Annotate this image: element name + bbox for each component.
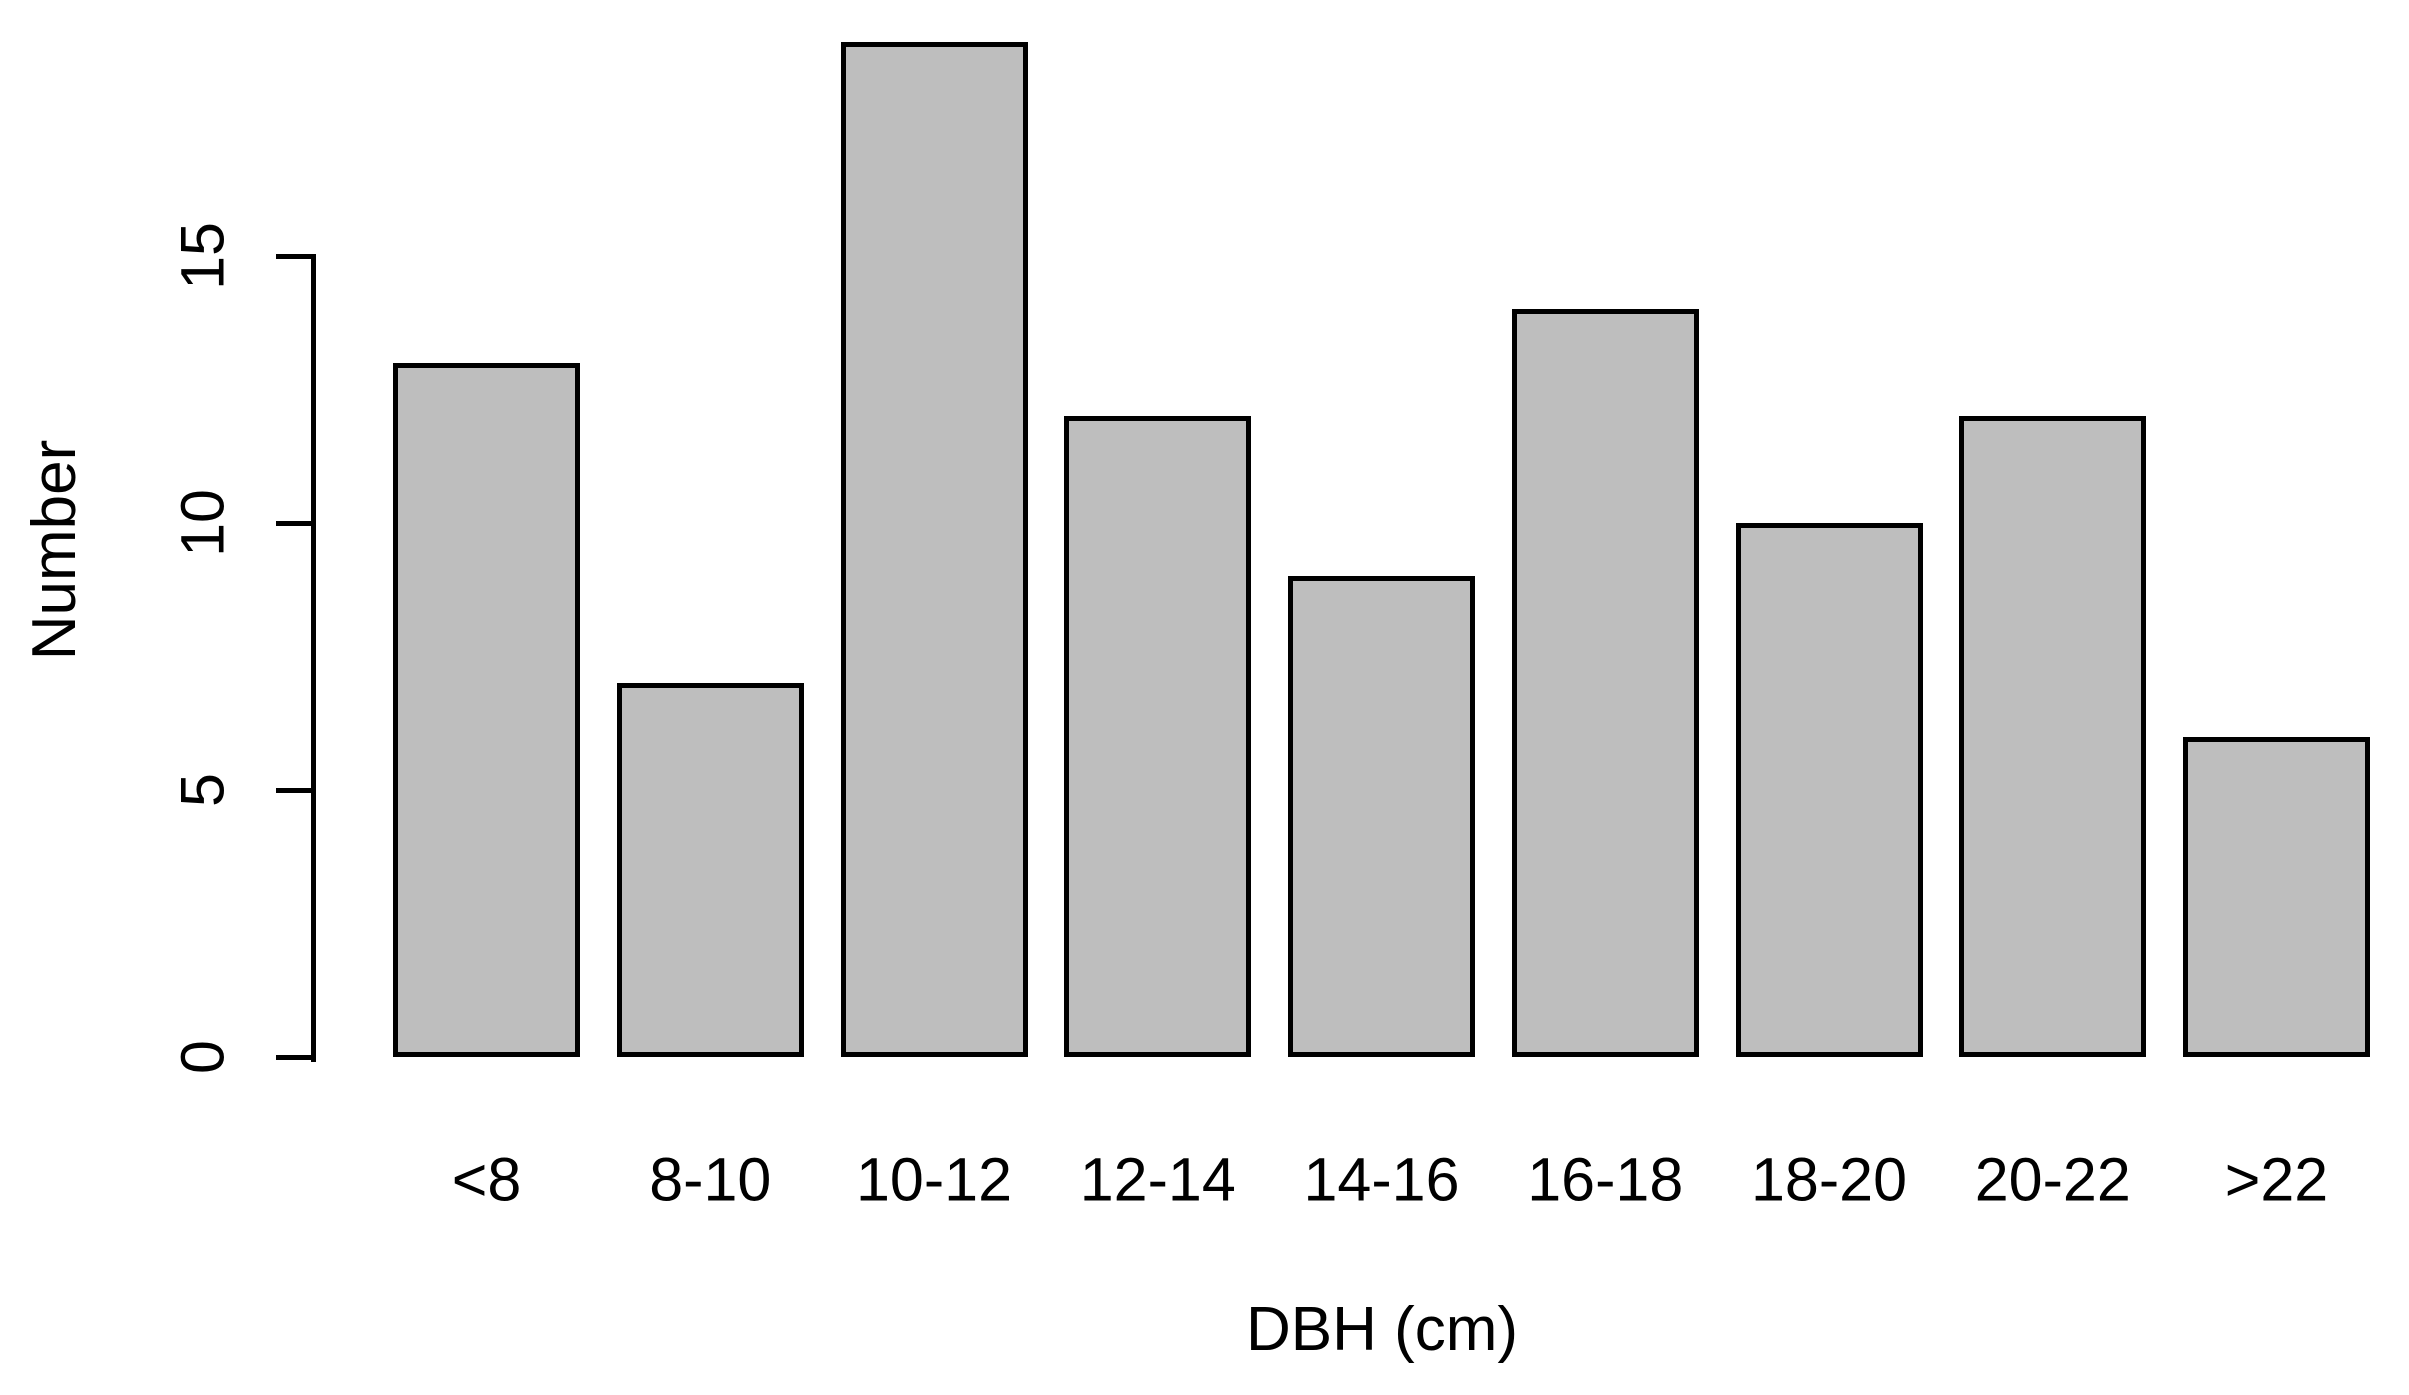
- x-tick-label: 14-16: [1303, 1145, 1460, 1214]
- bar: [616, 683, 804, 1057]
- x-tick-label: >22: [2224, 1145, 2329, 1214]
- y-axis-tick: [276, 520, 311, 526]
- bar: [1735, 523, 1923, 1057]
- bar: [840, 42, 1028, 1057]
- bar: [1288, 576, 1475, 1057]
- x-tick-label: 10-12: [855, 1145, 1013, 1214]
- y-axis-title: Number: [20, 439, 89, 661]
- y-axis-tick: [276, 787, 311, 793]
- y-tick-label: 10: [168, 489, 237, 557]
- x-axis-title: DBH (cm): [1245, 1295, 1519, 1364]
- x-tick-label: 16-18: [1527, 1145, 1684, 1214]
- y-tick-label: 15: [168, 222, 237, 290]
- x-tick-label: <8: [451, 1145, 522, 1214]
- y-axis-tick: [276, 1054, 311, 1060]
- bar: [1511, 309, 1699, 1057]
- y-tick-label: 0: [168, 1040, 237, 1074]
- y-axis-tick: [276, 253, 311, 259]
- y-tick-label: 5: [168, 773, 237, 807]
- x-tick-label: 20-22: [1974, 1145, 2131, 1214]
- bar: [393, 362, 580, 1057]
- bar: [1959, 416, 2147, 1057]
- bar: [2183, 736, 2370, 1057]
- x-tick-label: 18-20: [1750, 1145, 1908, 1214]
- x-tick-label: 8-10: [649, 1145, 772, 1214]
- y-axis-line: [311, 254, 316, 1062]
- bar: [1064, 416, 1252, 1057]
- x-tick-label: 12-14: [1079, 1145, 1236, 1214]
